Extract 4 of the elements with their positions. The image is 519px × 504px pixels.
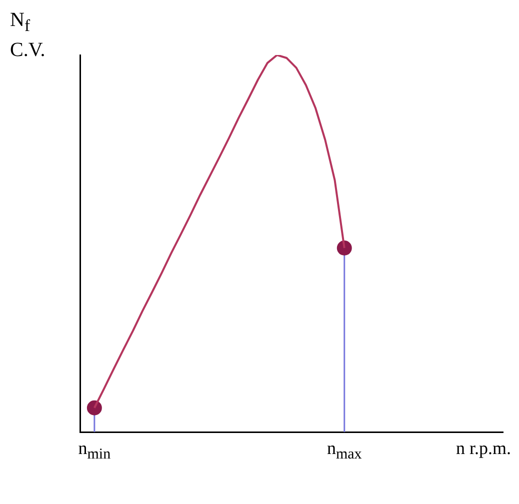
y-axis-title: N$_{f}$ C.V. [10, 8, 46, 62]
x-axis-title: n r.p.m. [456, 438, 511, 459]
x-tick-label: n$_{max}$ [326, 438, 362, 464]
x-tick-label: n$_{min}$ [78, 438, 111, 464]
